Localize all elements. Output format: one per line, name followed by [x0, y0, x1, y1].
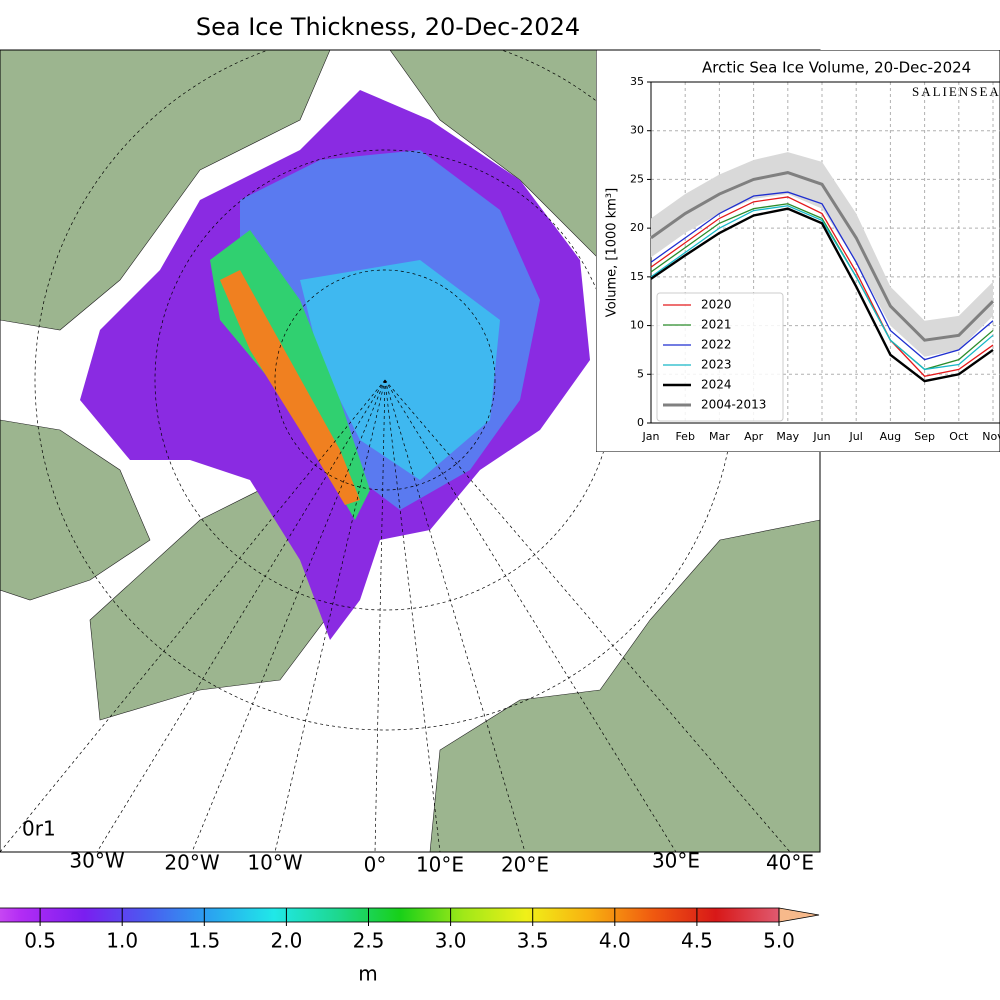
series-line — [650, 171, 995, 342]
sea-ice — [220, 270, 360, 505]
legend-label: 2024 — [701, 378, 732, 392]
map-title: Sea Ice Thickness, 20-Dec-2024 — [196, 13, 580, 41]
colorbar-tick-label: 4.0 — [599, 929, 631, 953]
series-line — [650, 203, 994, 371]
series-line — [650, 191, 994, 361]
x-tick-label: Apr — [744, 430, 764, 443]
legend-label: 2021 — [701, 318, 732, 332]
lon-label: 10°W — [247, 851, 302, 875]
colorbar-label: m — [358, 962, 377, 986]
legend-label: 2004-2013 — [701, 398, 766, 412]
lon-label: 40°E — [766, 851, 814, 875]
y-tick-label: 10 — [630, 319, 644, 332]
x-tick-label: Jul — [849, 430, 863, 443]
y-tick-label: 25 — [630, 172, 644, 185]
x-tick-label: Aug — [880, 430, 901, 443]
y-tick-label: 35 — [630, 75, 644, 88]
legend-label: 2022 — [701, 338, 732, 352]
land — [429, 519, 820, 852]
lon-label: 0° — [364, 853, 387, 877]
y-tick-label: 0 — [637, 416, 644, 429]
legend-label: 2023 — [701, 358, 732, 372]
lon-label: 10°E — [416, 853, 464, 877]
colorbar-tick-label: 3.5 — [517, 929, 549, 953]
y-axis-label: Volume, [1000 km³] — [605, 188, 620, 317]
annotation: 0r1 — [22, 817, 56, 841]
x-tick-label: May — [776, 430, 799, 443]
y-tick-label: 5 — [637, 367, 644, 380]
colorbar-tick-label: 0.5 — [24, 929, 56, 953]
land — [0, 50, 331, 331]
colorbar-tick-label: 2.0 — [270, 929, 302, 953]
series-line — [650, 196, 994, 377]
x-tick-label: Oct — [949, 430, 969, 443]
series-line — [650, 207, 994, 383]
x-tick-label: Jan — [642, 430, 660, 443]
colorbar-tick-label: 1.0 — [106, 929, 138, 953]
y-tick-label: 30 — [630, 124, 644, 137]
y-tick-label: 20 — [630, 221, 644, 234]
sea-ice — [300, 260, 500, 480]
legend-label: 2020 — [701, 298, 732, 312]
lon-label: 20°W — [164, 851, 219, 875]
x-tick-label: Mar — [709, 430, 730, 443]
colorbar-tick-label: 4.5 — [681, 929, 713, 953]
x-tick-label: Sep — [914, 430, 935, 443]
colorbar-tick-label: 5.0 — [763, 929, 795, 953]
x-tick-label: Jun — [812, 430, 830, 443]
inset: Arctic Sea Ice Volume, 20-Dec-2024 SALIEN… — [596, 50, 1000, 452]
colorbar — [0, 907, 780, 923]
lon-label: 30°W — [69, 849, 124, 873]
land — [0, 419, 151, 601]
colorbar-extend — [778, 907, 820, 923]
lon-label: 20°E — [501, 853, 549, 877]
x-tick-label: Nov — [982, 430, 1000, 443]
watermark: SALIENSEA — [912, 84, 1000, 99]
inset-title: Arctic Sea Ice Volume, 20-Dec-2024 — [702, 59, 971, 77]
y-tick-label: 15 — [630, 270, 644, 283]
range-band — [651, 152, 993, 357]
lon-label: 30°E — [652, 849, 700, 873]
colorbar-tick-label: 1.5 — [188, 929, 220, 953]
series-line — [650, 205, 994, 371]
colorbar-tick-label: 2.5 — [353, 929, 385, 953]
x-tick-label: Feb — [675, 430, 694, 443]
colorbar-tick-label: 3.0 — [435, 929, 467, 953]
